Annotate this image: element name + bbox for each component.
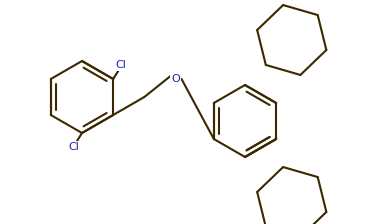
Text: Cl: Cl [116,60,127,70]
Text: Cl: Cl [68,142,79,152]
Text: O: O [171,74,180,84]
